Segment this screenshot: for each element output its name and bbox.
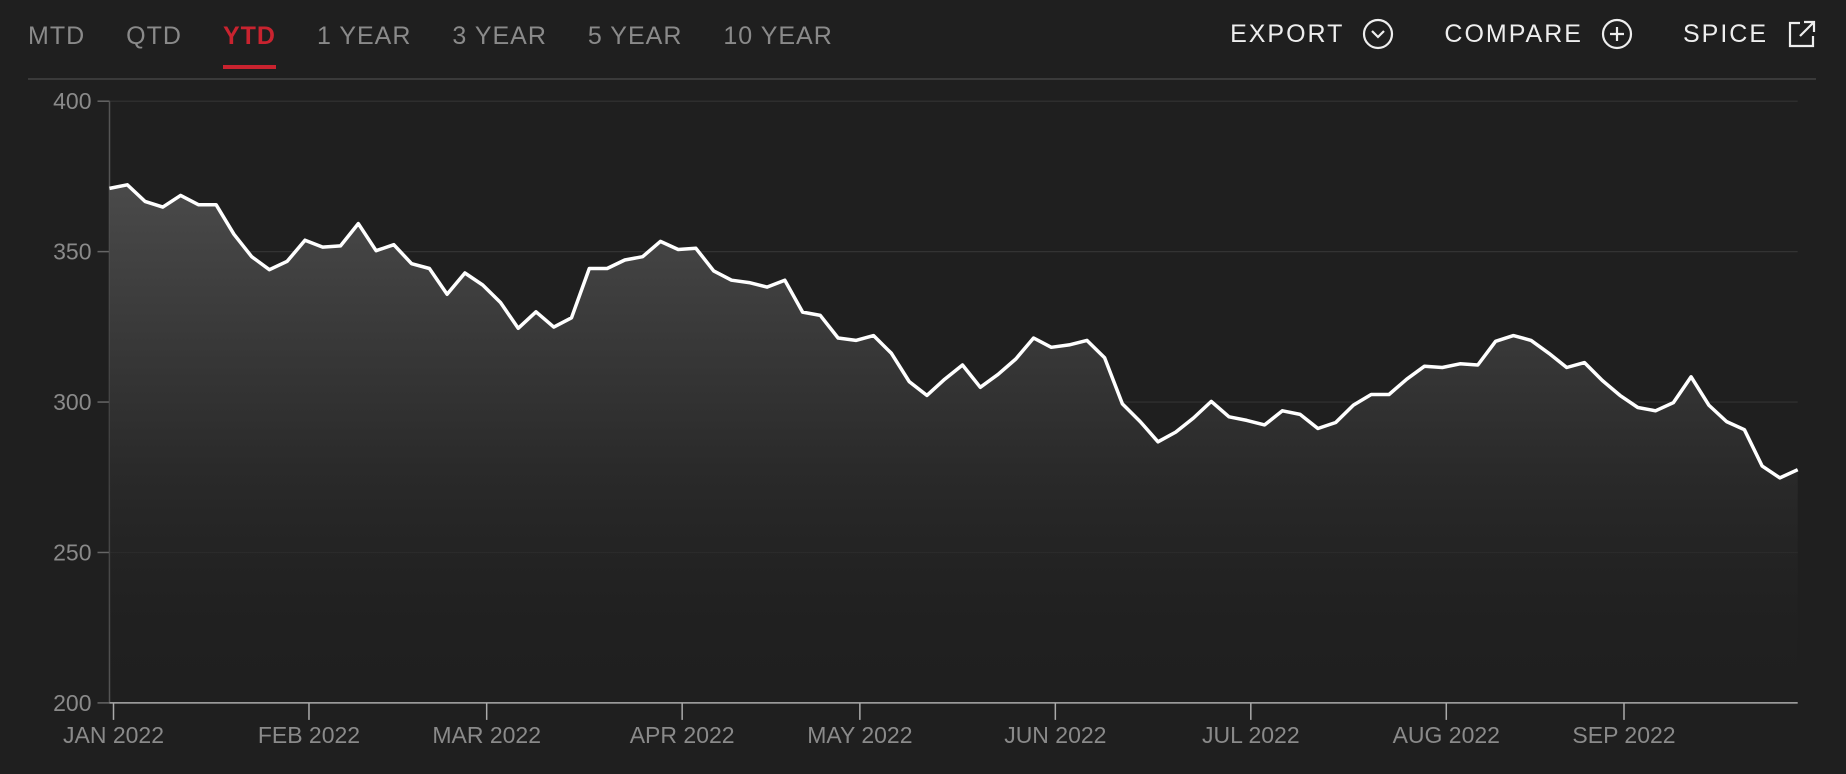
actions: EXPORT COMPARE SPICE [1180,18,1818,50]
x-tick-label: JAN 2022 [63,722,164,748]
x-tick-label: APR 2022 [630,722,735,748]
action-label: SPICE [1682,19,1768,48]
x-tick-label: JUN 2022 [1004,722,1106,748]
y-tick-label: 400 [53,88,91,114]
x-tick-label: SEP 2022 [1572,722,1675,748]
x-tick-label: MAR 2022 [432,722,541,748]
action-icon [1601,18,1633,50]
action-label: COMPARE [1444,19,1583,48]
x-tick-label: AUG 2022 [1393,722,1500,748]
x-tick-label: FEB 2022 [258,722,360,748]
action-button[interactable]: EXPORT [1230,18,1394,50]
y-tick-label: 250 [53,539,91,565]
y-tick-label: 200 [53,690,91,716]
action-button[interactable]: SPICE [1683,18,1818,50]
range-tabs: MTD QTD YTD 1 YEAR 3 YEAR 5 YEAR 10 YEAR [28,22,874,69]
range-tab[interactable]: YTD [222,22,276,69]
range-tab[interactable]: 10 YEAR [723,22,833,50]
y-tick-label: 350 [53,239,91,265]
range-tab[interactable]: 1 YEAR [316,22,412,50]
range-tab[interactable]: 3 YEAR [452,22,547,50]
area [109,184,1798,703]
header-rule [28,78,1816,80]
x-tick-label: MAY 2022 [807,722,912,748]
y-tick-label: 300 [53,389,91,415]
line [109,183,1799,480]
action-icon [1788,20,1816,48]
range-tab[interactable]: 5 YEAR [587,22,683,50]
action-label: EXPORT [1230,19,1345,48]
x-tick-label: JUL 2022 [1202,722,1300,748]
action-icon [1363,18,1394,50]
range-tab[interactable]: QTD [126,22,182,50]
range-tab[interactable]: MTD [28,22,86,50]
action-button[interactable]: COMPARE [1444,18,1633,50]
